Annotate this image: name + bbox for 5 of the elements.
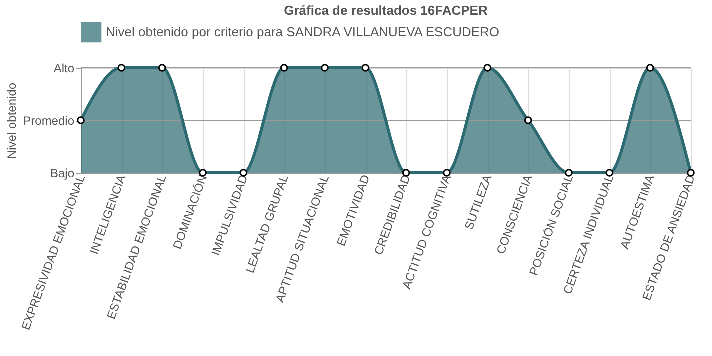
- chart-title: Gráfica de resultados 16FACPER: [284, 3, 488, 18]
- category-label: Promedio: [23, 114, 74, 128]
- legend-label: Nivel obtenido por criterio para SANDRA VILLANUEVA ESCUDERO: [106, 24, 500, 40]
- category-label: Alto: [54, 62, 74, 76]
- y-axis-title: Nivel obtenido: [5, 82, 20, 160]
